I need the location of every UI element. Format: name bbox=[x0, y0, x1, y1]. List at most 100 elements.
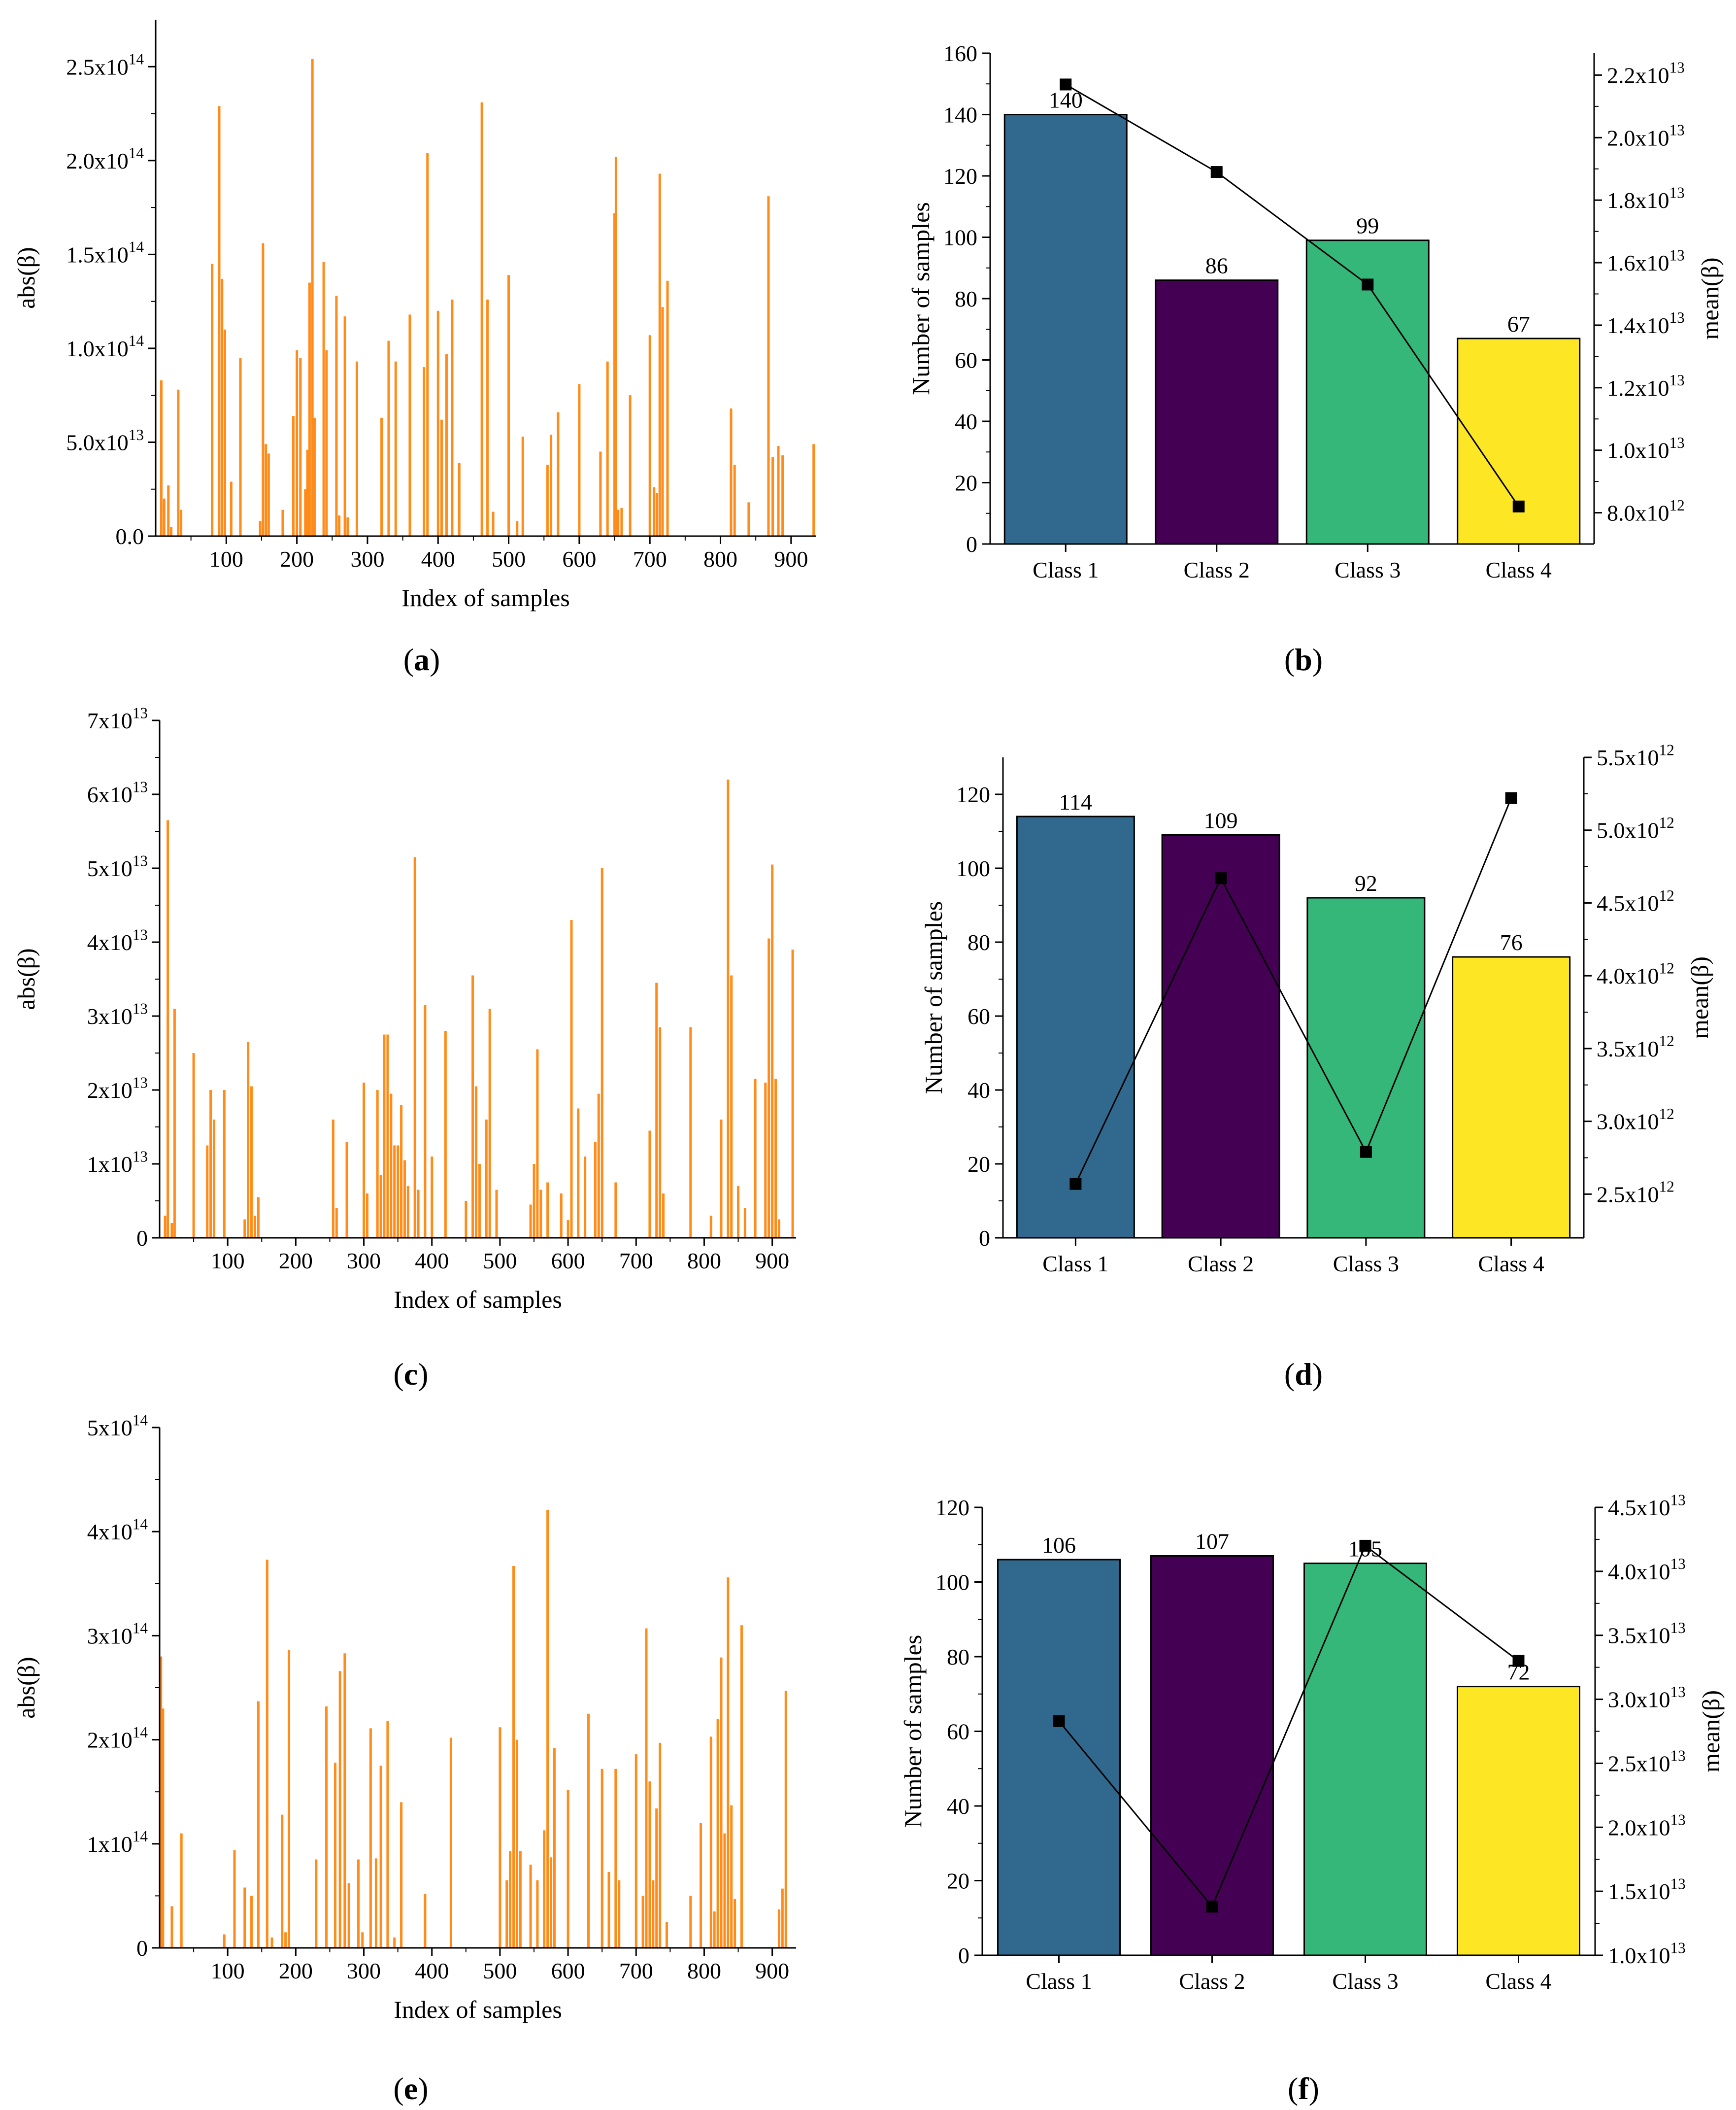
x-tick-label: 900 bbox=[755, 1958, 789, 1983]
category-label: Class 3 bbox=[1335, 557, 1401, 582]
y2-tick-label: 2.5x1012 bbox=[1597, 1178, 1674, 1207]
y-tick-label: 5x1014 bbox=[87, 1411, 148, 1440]
x-axis-label: Index of samples bbox=[401, 584, 570, 612]
y-tick-label: 5x1013 bbox=[87, 852, 148, 881]
bar-class-3 bbox=[1305, 239, 1430, 545]
y-tick-label: 20 bbox=[968, 1152, 990, 1177]
mean-marker-3 bbox=[1362, 278, 1374, 291]
panel-b: 140 86 99 67 Class 1 Class 2 Class 3 Class 4 0 20… bbox=[907, 41, 1724, 677]
y2-tick-label: 2.2x1013 bbox=[1607, 59, 1685, 88]
category-label: Class 4 bbox=[1478, 1251, 1544, 1276]
x-tick-label: 400 bbox=[415, 1958, 449, 1983]
y-tick-label: 80 bbox=[947, 1644, 969, 1669]
y-tick-label: 100 bbox=[956, 856, 990, 881]
y-axis-label: Number of samples bbox=[899, 1635, 927, 1828]
x-tick-label: 900 bbox=[755, 1248, 789, 1273]
y-axis-label: abs(β) bbox=[12, 247, 40, 308]
panel-caption: (a) bbox=[403, 642, 440, 677]
category-label: Class 1 bbox=[1042, 1251, 1108, 1276]
y-tick-label: 0.0 bbox=[116, 524, 144, 549]
bar-class-3 bbox=[1303, 1563, 1427, 1956]
y-axis-label: abs(β) bbox=[12, 1657, 40, 1718]
y-tick-label: 2x1014 bbox=[87, 1724, 148, 1753]
panel-d: 114 109 92 76 Class 1 Class 2 Class 3 Class 4 0 2… bbox=[920, 741, 1713, 1392]
panel-caption: (c) bbox=[393, 1357, 428, 1392]
y2-tick-label: 5.5x1012 bbox=[1597, 741, 1674, 770]
bar-class-1 bbox=[997, 1559, 1121, 1956]
y2-tick-label: 3.5x1012 bbox=[1597, 1032, 1674, 1061]
x-tick-label: 800 bbox=[687, 1248, 721, 1273]
y-tick-label: 1.5x1014 bbox=[66, 238, 144, 268]
category-label: Class 3 bbox=[1332, 1969, 1398, 1994]
x-tick-label: 900 bbox=[774, 546, 808, 572]
bar-class-1 bbox=[1003, 114, 1128, 545]
y-tick-label: 2x1013 bbox=[87, 1074, 148, 1103]
y2-tick-label: 1.4x1013 bbox=[1607, 309, 1685, 338]
y2-tick-label: 2.0x1013 bbox=[1607, 122, 1685, 151]
y2-tick-label: 1.8x1013 bbox=[1607, 184, 1685, 213]
y-tick-label: 40 bbox=[968, 1078, 990, 1103]
y2-tick-label: 2.5x1013 bbox=[1608, 1747, 1686, 1776]
mean-line bbox=[1065, 84, 1519, 507]
category-label: Class 1 bbox=[1026, 1969, 1092, 1994]
x-tick-label: 300 bbox=[350, 546, 384, 572]
y-tick-label: 2.5x1014 bbox=[66, 51, 144, 80]
y-tick-label: 7x1013 bbox=[87, 704, 148, 733]
bar-value-label: 92 bbox=[1355, 871, 1377, 896]
y2-tick-label: 1.0x1013 bbox=[1607, 434, 1685, 463]
y-tick-label: 60 bbox=[947, 1719, 969, 1744]
x-tick-label: 200 bbox=[280, 546, 314, 572]
y-tick-label: 20 bbox=[947, 1869, 969, 1894]
y-tick-label: 2.0x1014 bbox=[66, 144, 144, 173]
y-tick-label: 20 bbox=[955, 471, 977, 496]
bar-value-label: 114 bbox=[1059, 789, 1092, 815]
x-tick-label: 700 bbox=[619, 1248, 653, 1273]
x-tick-label: 500 bbox=[492, 546, 526, 572]
x-axis-label: Index of samples bbox=[394, 1996, 562, 2023]
mean-marker-1 bbox=[1069, 1178, 1082, 1190]
y-tick-label: 1x1013 bbox=[87, 1148, 148, 1177]
y-tick-label: 3x1014 bbox=[87, 1620, 148, 1649]
x-tick-label: 100 bbox=[209, 546, 243, 572]
category-label: Class 2 bbox=[1184, 557, 1250, 582]
category-label: Class 3 bbox=[1333, 1251, 1399, 1276]
bar-value-label: 99 bbox=[1356, 213, 1379, 238]
y-tick-label: 140 bbox=[943, 102, 977, 128]
x-tick-label: 300 bbox=[347, 1958, 381, 1983]
y-tick-label: 40 bbox=[955, 409, 977, 434]
y-tick-label: 120 bbox=[943, 164, 977, 189]
mean-line bbox=[1075, 798, 1512, 1185]
x-tick-label: 100 bbox=[211, 1248, 245, 1273]
bar-class-3 bbox=[1306, 897, 1426, 1239]
x-tick-label: 600 bbox=[562, 546, 596, 572]
x-axis-label: Index of samples bbox=[394, 1286, 562, 1313]
panel-e: 100 200 300 400 500 600 700 800 900 0 1x1014 2x1014… bbox=[12, 1411, 796, 2106]
x-tick-label: 800 bbox=[703, 546, 737, 572]
y2-axis-label: mean(β) bbox=[1686, 956, 1713, 1039]
mean-marker-2 bbox=[1206, 1901, 1218, 1913]
category-label: Class 2 bbox=[1179, 1969, 1245, 1994]
y2-tick-label: 1.6x1013 bbox=[1607, 246, 1685, 275]
panel-a: 100 200 300 400 500 600 700 800 900 0.0 5.0x1013 1.… bbox=[12, 20, 816, 677]
y2-tick-label: 2.0x1013 bbox=[1608, 1811, 1686, 1840]
mean-line bbox=[1058, 1544, 1519, 1908]
category-label: Class 4 bbox=[1485, 1969, 1551, 1994]
panel-caption: (f) bbox=[1288, 2071, 1319, 2106]
y-tick-label: 6x1013 bbox=[87, 778, 148, 807]
bar-class-2 bbox=[1161, 834, 1280, 1239]
bar-class-2 bbox=[1155, 279, 1279, 545]
mean-marker-4 bbox=[1512, 500, 1525, 512]
y-tick-label: 120 bbox=[935, 1495, 969, 1520]
y2-tick-label: 1.2x1013 bbox=[1607, 372, 1685, 401]
bar-value-label: 106 bbox=[1042, 1532, 1076, 1558]
y2-tick-label: 5.0x1012 bbox=[1597, 814, 1674, 843]
y2-tick-label: 4.0x1012 bbox=[1597, 959, 1674, 988]
y-tick-label: 100 bbox=[943, 225, 977, 250]
x-tick-label: 400 bbox=[421, 546, 455, 572]
x-tick-label: 600 bbox=[551, 1248, 585, 1273]
category-label: Class 4 bbox=[1486, 557, 1552, 582]
panel-caption: (b) bbox=[1284, 642, 1323, 677]
y2-tick-label: 4.5x1012 bbox=[1597, 887, 1674, 916]
